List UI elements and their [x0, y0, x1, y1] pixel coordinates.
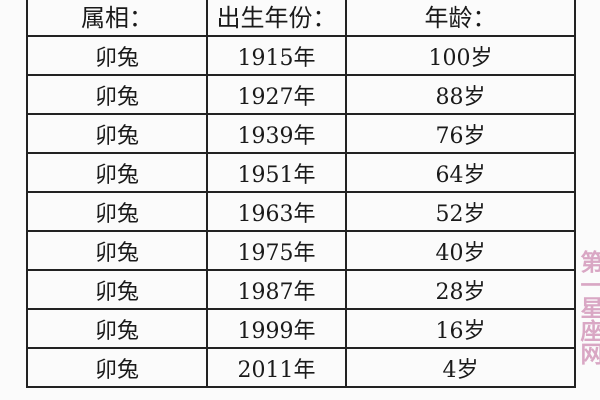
- watermark-logo: 第一星座网: [576, 250, 600, 365]
- cell-zodiac: 卯兔: [26, 113, 208, 154]
- cell-birth-year: 1939年: [206, 113, 347, 154]
- table-row: 卯兔 1927年 88岁: [26, 74, 576, 115]
- cell-birth-year: 1999年: [206, 308, 347, 349]
- header-zodiac: 属相：: [26, 0, 208, 37]
- cell-zodiac: 卯兔: [26, 35, 208, 76]
- cell-zodiac: 卯兔: [26, 230, 208, 271]
- cell-zodiac: 卯兔: [26, 308, 208, 349]
- header-birth-year: 出生年份：: [206, 0, 347, 37]
- cell-age: 100岁: [345, 35, 576, 76]
- cell-birth-year: 1915年: [206, 35, 347, 76]
- header-row: 属相： 出生年份： 年龄：: [26, 0, 576, 37]
- cell-birth-year: 1927年: [206, 74, 347, 115]
- zodiac-age-table: 属相： 出生年份： 年龄： 卯兔 1915年 100岁 卯兔 1927年 88岁 卯兔 193…: [26, 0, 576, 388]
- cell-age: 40岁: [345, 230, 576, 271]
- cell-age: 76岁: [345, 113, 576, 154]
- cell-age: 52岁: [345, 191, 576, 232]
- cell-zodiac: 卯兔: [26, 191, 208, 232]
- cell-birth-year: 1963年: [206, 191, 347, 232]
- cell-birth-year: 1951年: [206, 152, 347, 193]
- cell-zodiac: 卯兔: [26, 74, 208, 115]
- table-row: 卯兔 2011年 4岁: [26, 347, 576, 388]
- table-row: 卯兔 1963年 52岁: [26, 191, 576, 232]
- cell-age: 28岁: [345, 269, 576, 310]
- cell-birth-year: 1987年: [206, 269, 347, 310]
- header-age: 年龄：: [345, 0, 576, 37]
- cell-birth-year: 1975年: [206, 230, 347, 271]
- table-row: 卯兔 1987年 28岁: [26, 269, 576, 310]
- table-row: 卯兔 1939年 76岁: [26, 113, 576, 154]
- table-row: 卯兔 1951年 64岁: [26, 152, 576, 193]
- cell-zodiac: 卯兔: [26, 347, 208, 388]
- cell-birth-year: 2011年: [206, 347, 347, 388]
- table-row: 卯兔 1915年 100岁: [26, 35, 576, 76]
- cell-zodiac: 卯兔: [26, 269, 208, 310]
- table-row: 卯兔 1975年 40岁: [26, 230, 576, 271]
- cell-age: 4岁: [345, 347, 576, 388]
- cell-zodiac: 卯兔: [26, 152, 208, 193]
- cell-age: 16岁: [345, 308, 576, 349]
- cell-age: 88岁: [345, 74, 576, 115]
- cell-age: 64岁: [345, 152, 576, 193]
- table-row: 卯兔 1999年 16岁: [26, 308, 576, 349]
